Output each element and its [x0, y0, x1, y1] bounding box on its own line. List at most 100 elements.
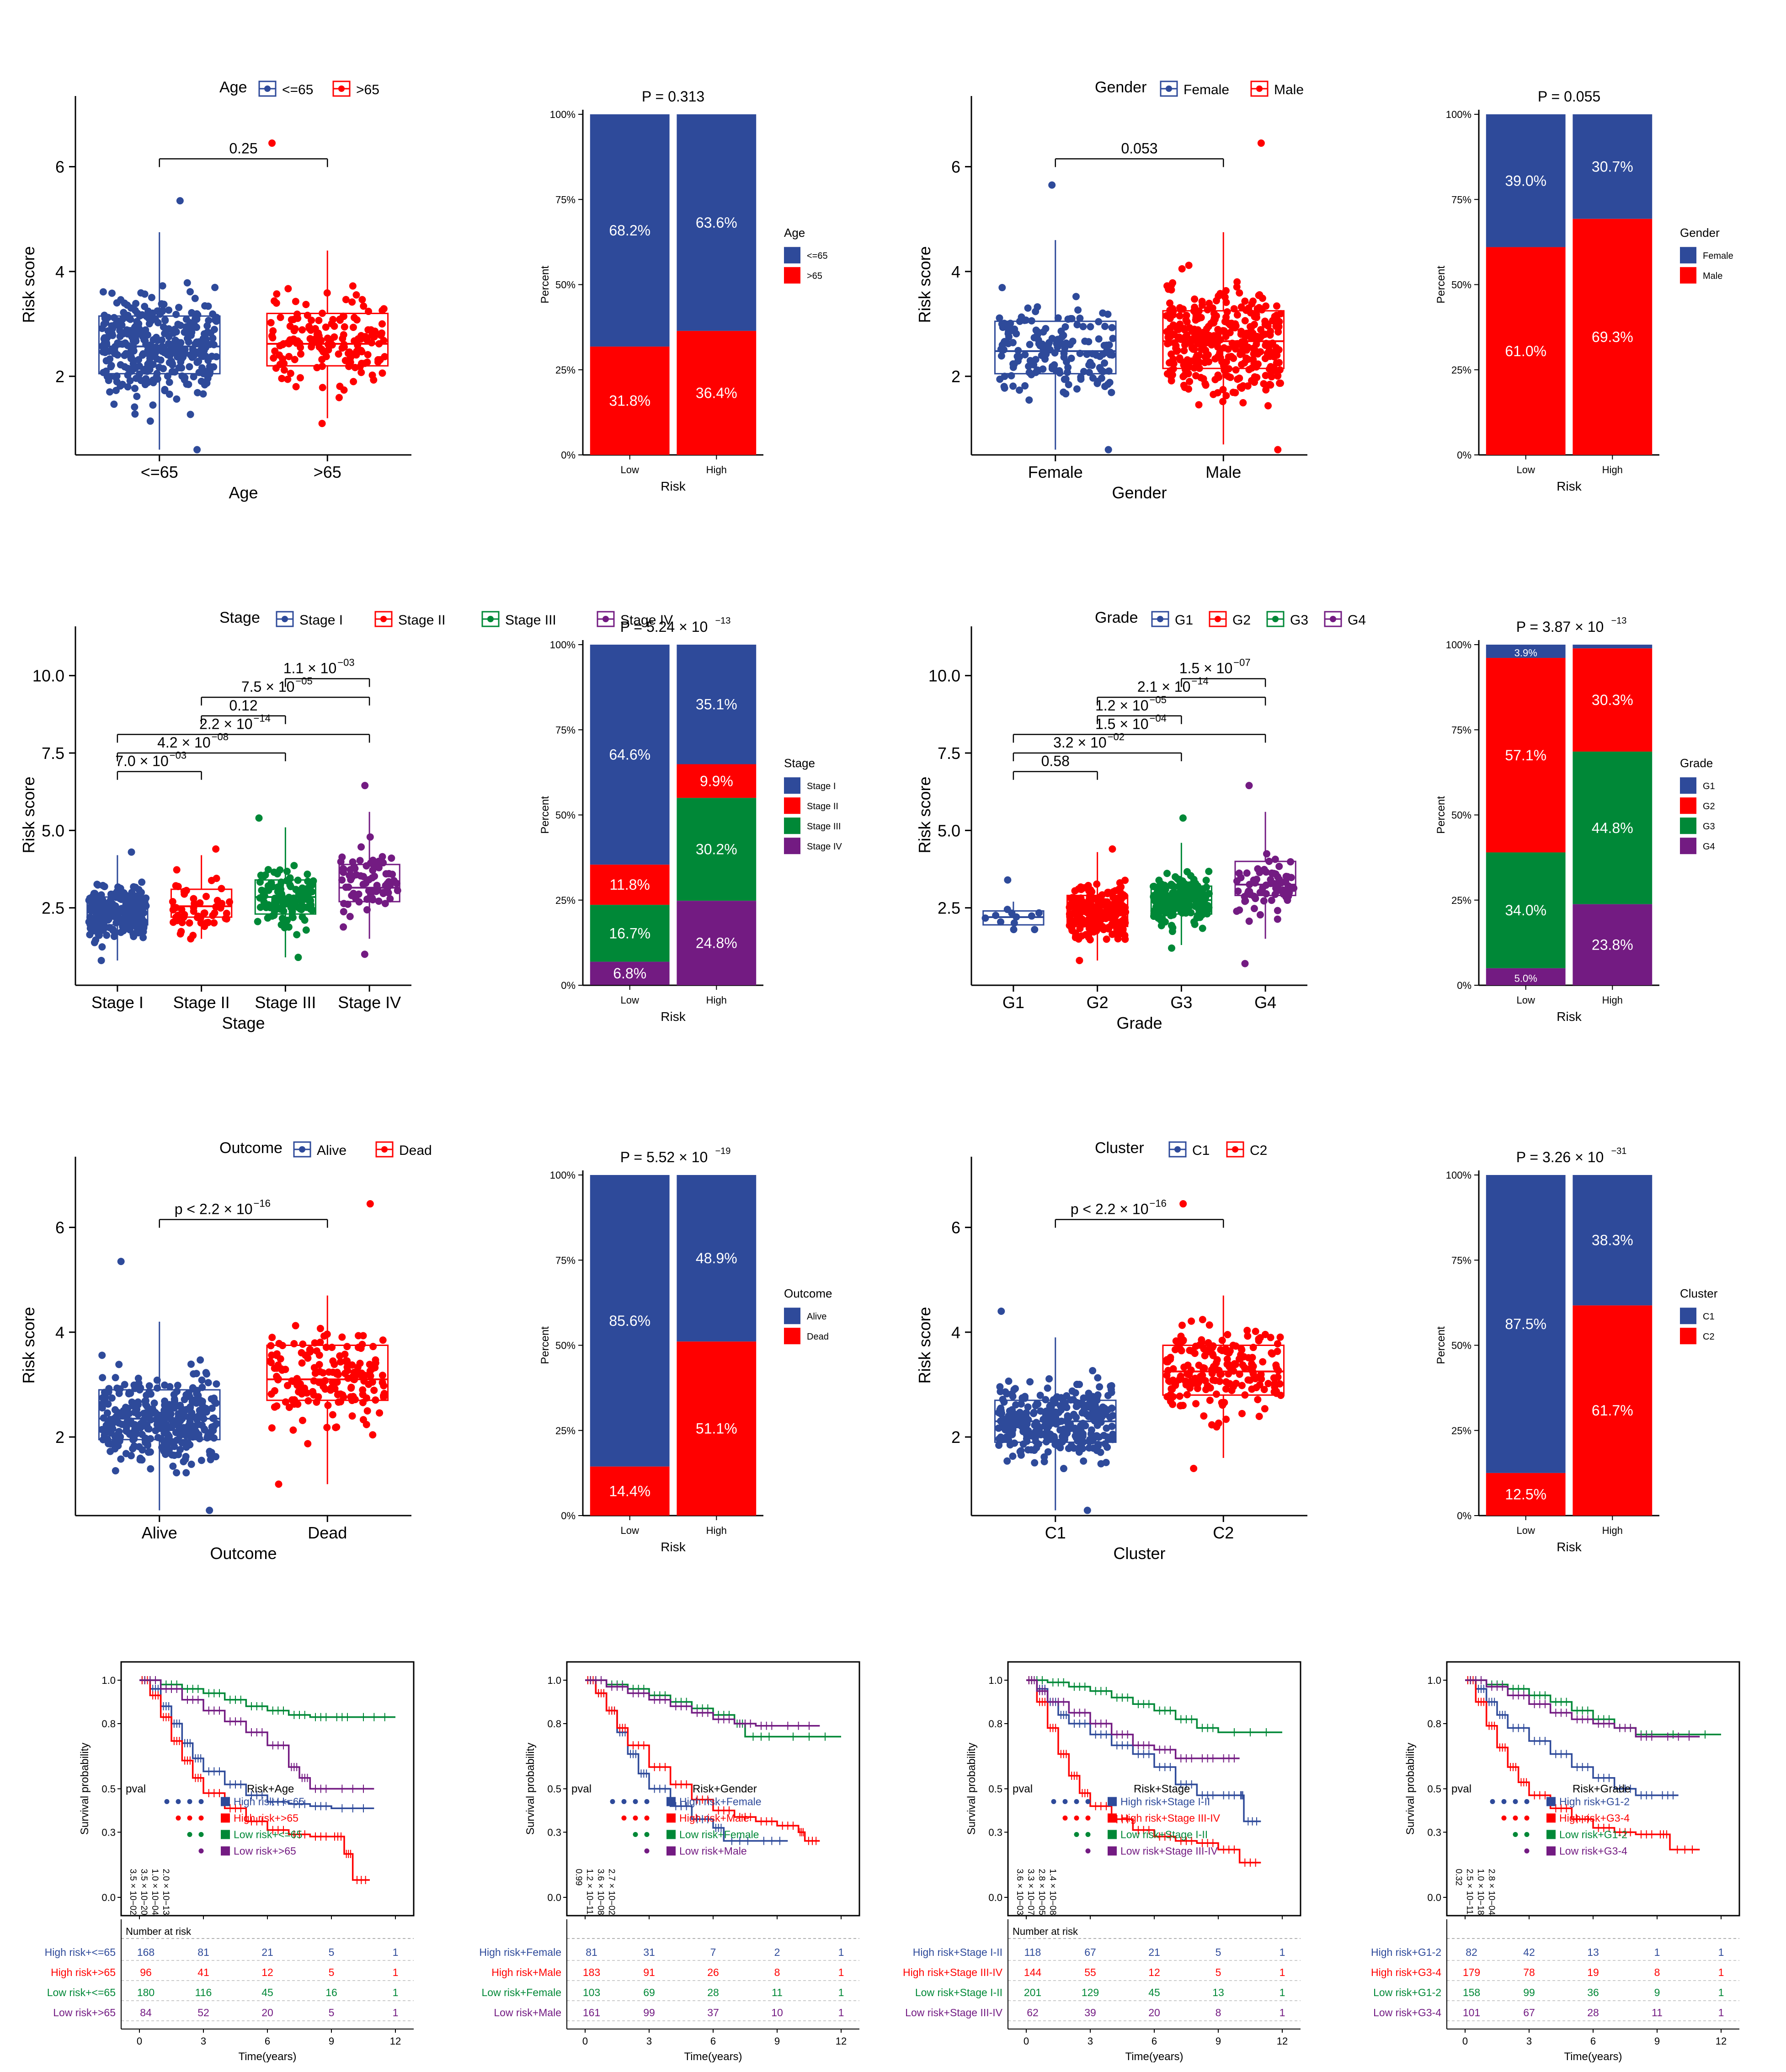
data-point: [1009, 1426, 1017, 1433]
data-point: [129, 1444, 137, 1452]
bar-value-label: 63.6%: [696, 214, 737, 231]
data-point: [130, 1381, 138, 1389]
risk-table-cell: 99: [643, 2007, 655, 2019]
data-point: [1121, 876, 1129, 884]
data-point: [209, 912, 217, 919]
data-point: [379, 1378, 386, 1386]
data-point: [101, 900, 109, 908]
y-tick-label: 100%: [1446, 639, 1471, 651]
data-point: [351, 363, 359, 371]
data-point: [1237, 351, 1244, 358]
data-point: [1079, 1430, 1087, 1438]
data-point: [182, 315, 190, 323]
legend-label: G1: [1175, 613, 1193, 628]
legend-key: [1108, 1830, 1117, 1839]
data-point: [112, 1374, 119, 1382]
data-point: [1192, 310, 1200, 318]
data-point: [301, 916, 309, 924]
data-point: [1260, 1386, 1268, 1394]
data-point: [1021, 382, 1029, 390]
data-point: [1029, 1410, 1037, 1417]
legend-title: Cluster: [1680, 1287, 1718, 1300]
legend-label: <=65: [282, 82, 313, 97]
bar-segment: [1486, 114, 1566, 247]
data-point: [292, 383, 300, 390]
data-point: [1009, 339, 1017, 347]
data-point: [1034, 1431, 1042, 1438]
data-point: [299, 1416, 306, 1424]
box: [98, 315, 221, 374]
data-point: [186, 919, 193, 927]
legend-key: [666, 1813, 676, 1823]
x-tick-label: 9: [774, 2035, 780, 2047]
data-point: [121, 352, 128, 359]
data-point: [364, 351, 372, 358]
bar-value-label: 48.9%: [696, 1250, 737, 1266]
pval-value: 0.99: [574, 1869, 583, 1886]
comparison-label-exponent: −05: [295, 675, 312, 687]
data-point: [1031, 926, 1039, 934]
data-point: [1186, 378, 1194, 385]
box: [1234, 860, 1296, 897]
data-point: [1177, 1402, 1184, 1410]
data-point: [187, 411, 194, 418]
risk-table-row-label: Low risk+G1-2: [1373, 1987, 1441, 1998]
data-point: [136, 917, 144, 924]
data-point: [256, 894, 264, 902]
y-axis-title: Percent: [539, 1326, 551, 1364]
data-point: [386, 895, 394, 902]
bar-value-label: 61.7%: [1592, 1402, 1633, 1419]
legend-key-dot: [1157, 616, 1163, 622]
data-point: [1186, 324, 1194, 332]
x-tick-label: 3: [201, 2035, 206, 2047]
y-tick-label: 6: [951, 1218, 960, 1237]
data-point: [1009, 1393, 1017, 1400]
pval-value: 3.6 × 10−08: [596, 1869, 605, 1915]
data-point: [98, 1351, 106, 1359]
data-point: [261, 902, 269, 910]
comparison-label: 1.5 × 10: [1095, 716, 1149, 732]
data-point: [1226, 329, 1234, 336]
data-point: [1248, 1360, 1256, 1368]
data-point: [1168, 281, 1175, 289]
bar-value-label: 30.3%: [1592, 692, 1633, 708]
data-point: [186, 288, 194, 296]
data-point: [349, 872, 357, 880]
data-point: [1247, 323, 1254, 331]
data-point: [1021, 351, 1029, 358]
data-point: [340, 923, 347, 931]
pval-value: 1.0 × 10−18: [1476, 1869, 1485, 1915]
data-point: [204, 373, 212, 381]
data-point: [212, 845, 220, 853]
x-tick-label: G3: [1170, 993, 1192, 1012]
bar-value-label: 87.5%: [1505, 1316, 1546, 1332]
data-point: [142, 1422, 150, 1430]
legend-key: [666, 1830, 676, 1839]
data-point: [128, 848, 135, 856]
data-point: [1194, 326, 1202, 334]
data-point: [1198, 298, 1206, 305]
data-point: [160, 1409, 168, 1417]
data-point: [130, 1435, 138, 1443]
data-point: [363, 1407, 371, 1415]
data-point: [112, 1467, 119, 1474]
legend-title: Age: [784, 226, 805, 240]
data-point: [138, 878, 146, 886]
legend-dot: [644, 1799, 650, 1804]
legend-dot: [1524, 1832, 1530, 1837]
data-point: [342, 296, 350, 304]
data-point: [1003, 1390, 1011, 1398]
data-point: [1076, 956, 1083, 964]
data-point: [363, 358, 371, 366]
data-point: [1061, 375, 1068, 383]
data-point: [1009, 382, 1017, 390]
y-tick-label: 100%: [1446, 1170, 1471, 1181]
data-point: [105, 377, 112, 384]
legend-dot: [1085, 1799, 1091, 1804]
bar-value-label: 6.8%: [613, 965, 646, 982]
legend-label: C2: [1703, 1332, 1715, 1342]
y-tick-label: 5.0: [938, 821, 960, 840]
data-point: [1000, 383, 1008, 390]
data-point: [1237, 303, 1245, 311]
data-point: [320, 1332, 328, 1340]
